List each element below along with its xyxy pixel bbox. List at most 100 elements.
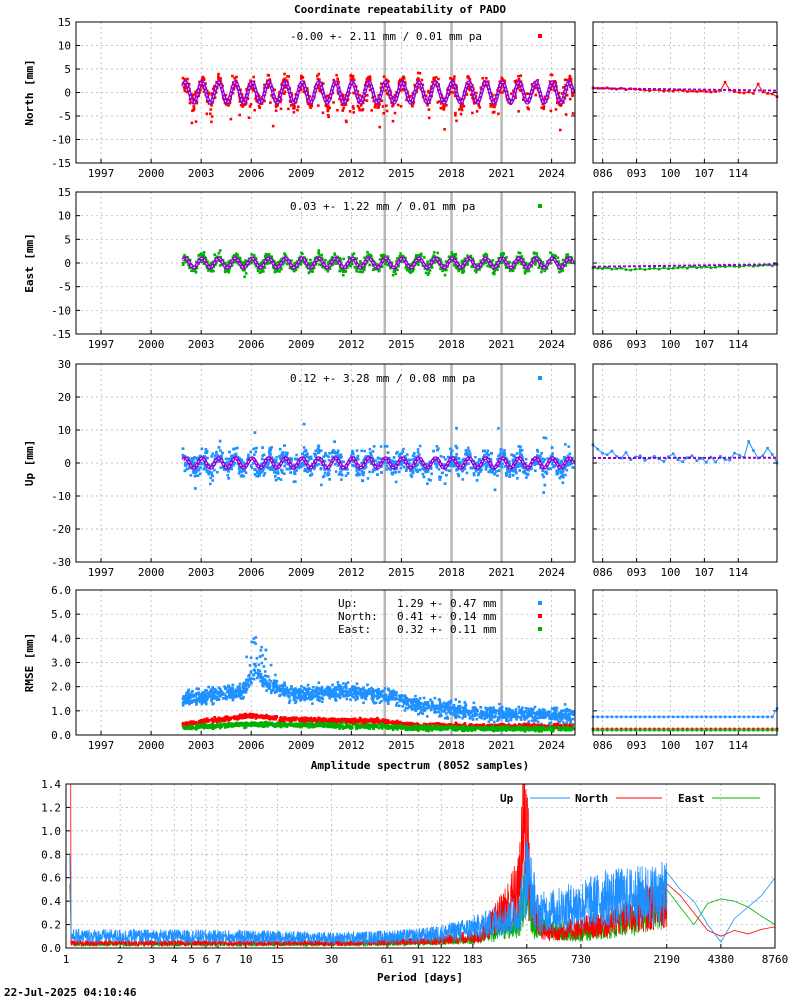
- up-point: [259, 468, 262, 472]
- north-point: [571, 93, 575, 96]
- north-point: [434, 76, 438, 79]
- north-point: [242, 103, 245, 107]
- up-point: [441, 463, 445, 466]
- up-point: [542, 436, 546, 439]
- north-point: [524, 92, 528, 96]
- north-point: [253, 108, 256, 112]
- up-recent-point: [761, 454, 765, 458]
- east-recent-line: [592, 263, 778, 271]
- east-point: [394, 272, 398, 276]
- up-point: [496, 457, 499, 461]
- up-point: [466, 446, 470, 450]
- north-point: [183, 85, 187, 89]
- north-recent-point: [737, 91, 741, 94]
- up-point: [216, 470, 219, 474]
- north-point: [460, 105, 464, 109]
- up-recent-xtick-label: 107: [694, 566, 714, 579]
- east-point: [383, 254, 387, 257]
- east-xtick-label: 2009: [288, 338, 315, 351]
- up-point: [437, 468, 441, 471]
- north-point: [257, 104, 261, 108]
- up-point: [508, 470, 511, 474]
- east-point: [396, 257, 399, 260]
- up-point: [356, 454, 360, 458]
- up-recent-point: [766, 446, 769, 450]
- up-point: [408, 462, 412, 465]
- north-point: [316, 74, 319, 78]
- up-point: [274, 468, 278, 472]
- up-point: [242, 475, 245, 478]
- up-point: [371, 470, 374, 474]
- up-point: [421, 472, 425, 476]
- north-point: [351, 76, 354, 79]
- up-point: [192, 457, 196, 461]
- up-point: [314, 449, 318, 452]
- up-point: [340, 478, 343, 481]
- east-ytick-label: 10: [58, 210, 71, 223]
- east-point: [218, 249, 222, 252]
- up-point: [444, 458, 447, 461]
- east-point: [450, 251, 454, 254]
- up-point: [184, 464, 188, 468]
- north-ytick-label: 5: [64, 63, 71, 76]
- up-point: [210, 455, 213, 458]
- up-point: [265, 465, 269, 469]
- east-xtick-label: 1997: [88, 338, 115, 351]
- east-recent-point: [643, 268, 647, 271]
- up-point: [500, 466, 504, 469]
- east-point: [344, 269, 348, 273]
- up-point: [357, 472, 360, 475]
- east-point: [329, 259, 332, 262]
- up-point: [539, 454, 542, 458]
- up-point: [306, 452, 309, 455]
- north-ytick-label: -5: [58, 110, 71, 123]
- east-point: [362, 266, 366, 269]
- up-point: [368, 470, 371, 474]
- north-point: [346, 98, 350, 101]
- up-point: [217, 460, 220, 463]
- up-point: [449, 447, 452, 451]
- up-point: [239, 469, 242, 473]
- up-point: [401, 450, 405, 453]
- east-point: [520, 255, 524, 258]
- up-point: [394, 470, 398, 474]
- north-point: [319, 90, 323, 93]
- north-point: [190, 121, 194, 125]
- up-point: [491, 471, 494, 474]
- up-recent-point: [610, 449, 614, 453]
- east-point: [262, 270, 265, 273]
- up-point: [228, 450, 231, 454]
- up-point: [553, 464, 556, 468]
- north-point: [526, 92, 530, 95]
- up-point: [247, 455, 250, 459]
- up-xtick-label: 2018: [438, 566, 465, 579]
- north-point: [252, 89, 255, 92]
- up-point: [236, 456, 240, 459]
- east-point: [420, 254, 423, 258]
- east-point: [557, 260, 560, 263]
- east-point: [386, 263, 389, 267]
- north-point: [548, 80, 552, 83]
- up-point: [317, 450, 321, 454]
- up-point: [418, 453, 421, 456]
- east-point: [559, 269, 563, 273]
- north-point: [299, 88, 303, 92]
- east-point: [467, 259, 471, 262]
- up-point: [375, 464, 379, 467]
- north-point: [550, 73, 554, 77]
- up-point: [206, 456, 209, 460]
- north-point: [554, 81, 557, 84]
- up-recent-point: [676, 458, 680, 461]
- north-point: [477, 104, 481, 107]
- up-point: [542, 475, 545, 479]
- north-point: [300, 77, 303, 80]
- up-point: [340, 473, 344, 477]
- north-point: [451, 78, 455, 81]
- up-point: [224, 468, 228, 472]
- north-point: [318, 78, 321, 81]
- north-point: [391, 119, 395, 123]
- north-point: [517, 78, 521, 81]
- north-point: [248, 105, 252, 108]
- north-point: [356, 104, 360, 108]
- up-point: [242, 464, 246, 467]
